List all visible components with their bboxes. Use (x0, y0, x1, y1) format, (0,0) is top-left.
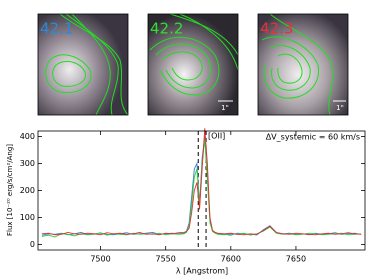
series-line (41, 128, 362, 236)
y-tick-label: 400 (20, 132, 35, 141)
plot-frame (37, 130, 366, 251)
y-tick-label: 100 (20, 213, 35, 222)
y-tick-label: 200 (20, 186, 35, 195)
panel-image (147, 13, 239, 116)
x-tick-label: 7650 (286, 255, 306, 264)
panel-label: 42.3 (260, 20, 293, 38)
y-axis-label: Flux [10⁻²⁰ erg/s/cm²/Ang] (6, 144, 14, 236)
panel-label: 42.1 (40, 20, 73, 38)
line-label: [OII] (208, 132, 225, 141)
x-tick-label: 7550 (155, 255, 175, 264)
x-tick-label: 7600 (221, 255, 241, 264)
y-tick-label: 0 (30, 240, 35, 249)
panel-image (37, 13, 129, 116)
x-axis-label: λ [Angstrom] (176, 267, 228, 276)
y-tick-label: 300 (20, 159, 35, 168)
annotation: ΔV_systemic = 60 km/s (266, 133, 360, 142)
scale-label: 1" (221, 104, 229, 112)
scale-label: 1" (336, 104, 344, 112)
series-line (41, 139, 362, 238)
panel-image (257, 13, 349, 116)
x-tick-label: 7500 (90, 255, 110, 264)
panel-label: 42.2 (150, 20, 183, 38)
